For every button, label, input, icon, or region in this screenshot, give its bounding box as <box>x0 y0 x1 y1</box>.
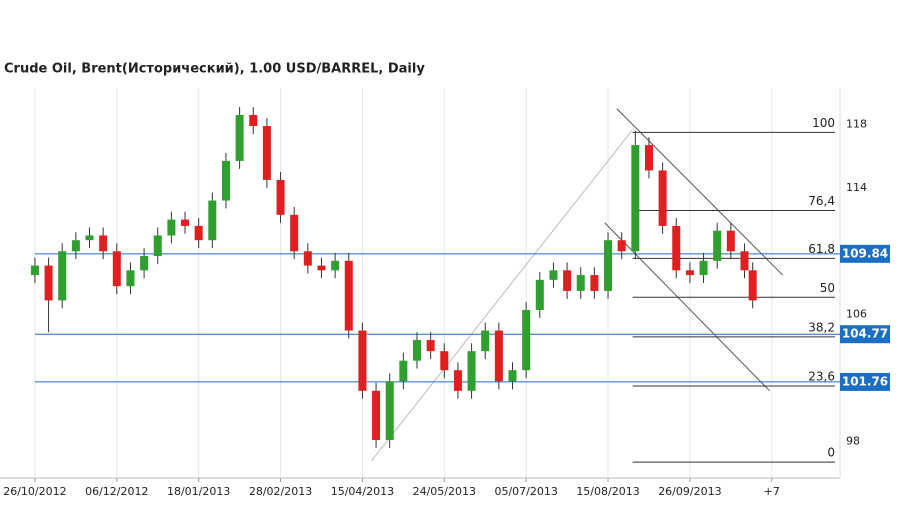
candle-body <box>713 230 722 261</box>
price-label: 101.76 <box>842 374 888 388</box>
y-tick-label: 106 <box>846 308 867 321</box>
x-tick-label: 15/08/2013 <box>576 485 639 498</box>
x-tick-label: 15/04/2013 <box>331 485 394 498</box>
candle-body <box>140 256 149 271</box>
fib-label: 100 <box>812 116 835 130</box>
fib-label: 61,8 <box>808 242 835 256</box>
candle-body <box>249 114 258 127</box>
candle-body <box>194 225 203 241</box>
candle-body <box>290 214 299 252</box>
candle-body <box>535 279 544 310</box>
candle-body <box>99 235 108 252</box>
x-tick-label: 26/09/2013 <box>658 485 721 498</box>
price-label: 109.84 <box>842 246 888 260</box>
fib-label: 0 <box>827 446 835 460</box>
x-tick-label: 28/02/2013 <box>249 485 312 498</box>
candle-body <box>153 235 162 257</box>
x-tick-label: 26/10/2012 <box>3 485 66 498</box>
price-box <box>840 325 890 344</box>
chart-title: Crude Oil, Brent(Исторический), 1.00 USD… <box>4 62 425 77</box>
x-tick-label: 06/12/2012 <box>85 485 148 498</box>
fib-label: 50 <box>820 281 835 295</box>
candle-body <box>303 251 312 266</box>
fib-label: 23,6 <box>808 370 835 384</box>
candle-body <box>208 200 217 241</box>
candle-body <box>481 330 490 352</box>
candle-body <box>85 235 94 241</box>
candle-body <box>672 225 681 271</box>
candle-body <box>726 230 735 252</box>
x-tick-label: 24/05/2013 <box>413 485 476 498</box>
candle-body <box>44 265 53 301</box>
candle-body <box>604 240 613 291</box>
candle-body <box>372 390 381 440</box>
candle-body <box>685 270 694 276</box>
candle-body <box>235 114 244 161</box>
candle-body <box>399 360 408 382</box>
candle-body <box>426 340 435 352</box>
candle-body <box>167 219 176 236</box>
candle-body <box>30 265 39 276</box>
candle-body <box>631 145 640 252</box>
candle-body <box>508 370 517 382</box>
candle-body <box>699 260 708 276</box>
candle-body <box>658 170 667 226</box>
candle-body <box>522 309 531 371</box>
candle-body <box>358 330 367 391</box>
candle-body <box>221 160 230 201</box>
y-tick-label: 118 <box>846 117 867 130</box>
candle-body <box>644 145 653 171</box>
candle-body <box>748 270 757 301</box>
trend-line <box>616 108 784 276</box>
candle-body <box>563 270 572 291</box>
candle-body <box>453 370 462 391</box>
price-box <box>840 244 890 263</box>
candle-body <box>385 381 394 440</box>
candle-body <box>617 240 626 252</box>
y-tick-label: 114 <box>846 181 867 194</box>
candle-body <box>440 351 449 371</box>
candle-body <box>112 251 121 287</box>
x-tick-label: 18/01/2013 <box>167 485 230 498</box>
x-tick-label: 05/07/2013 <box>494 485 557 498</box>
candle-body <box>740 251 749 271</box>
fib-label: 38,2 <box>808 320 835 334</box>
candle-body <box>317 265 326 271</box>
x-tick-label: +7 <box>764 485 780 498</box>
candle-body <box>576 275 585 291</box>
candle-body <box>467 351 476 391</box>
candle-body <box>344 260 353 331</box>
candle-body <box>590 275 599 291</box>
candle-body <box>262 126 271 180</box>
price-box <box>840 372 890 391</box>
price-label: 104.77 <box>842 327 888 341</box>
candle-body <box>331 260 340 271</box>
candle-body <box>71 240 80 252</box>
fib-label: 76,4 <box>808 194 835 208</box>
y-tick-label: 98 <box>846 435 860 448</box>
trend-line <box>371 130 633 461</box>
candle-body <box>58 251 67 301</box>
candle-body <box>181 219 190 226</box>
candle-body <box>549 270 558 280</box>
candle-body <box>412 340 421 361</box>
candle-body <box>126 270 135 287</box>
candle-body <box>494 330 503 382</box>
candle-body <box>276 179 285 215</box>
